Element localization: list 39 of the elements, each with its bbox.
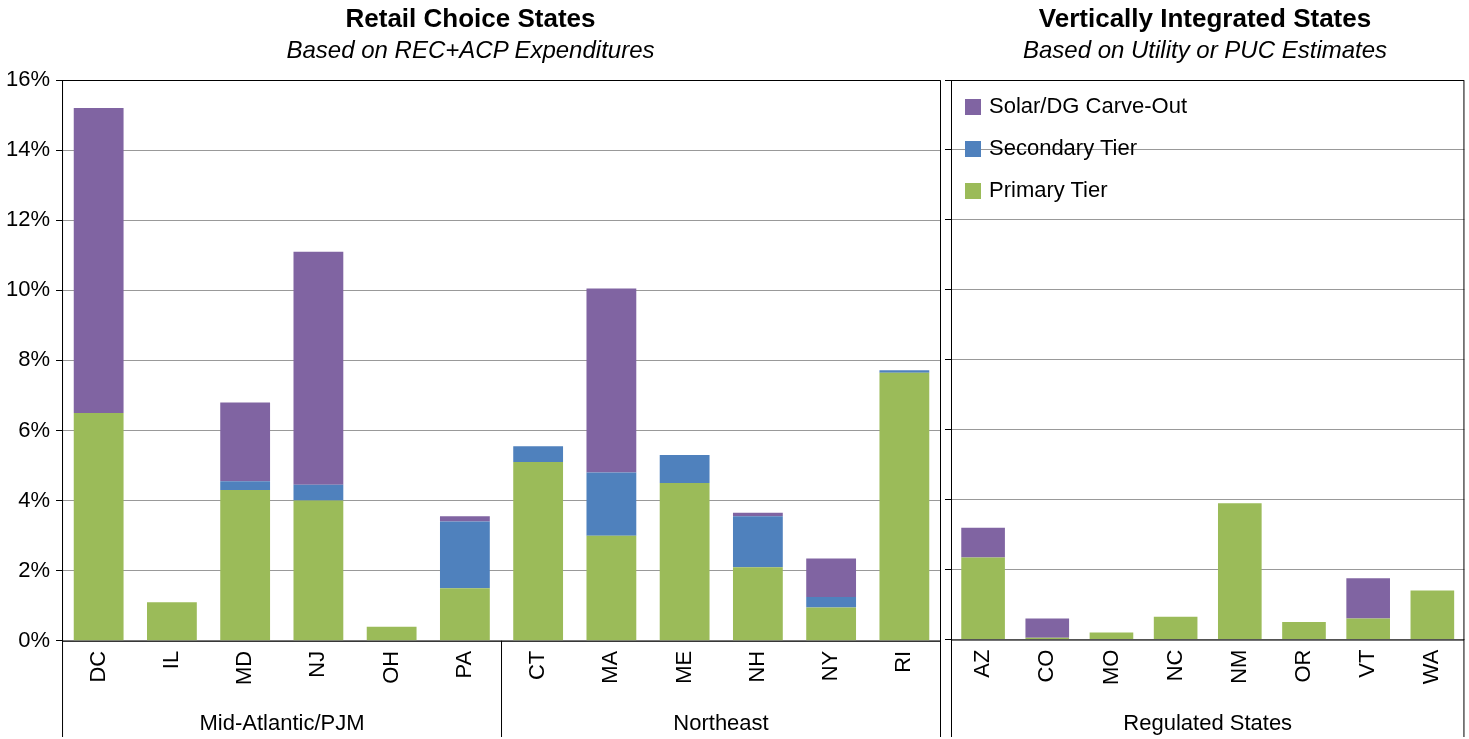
y-tick-label: 12%	[5, 206, 51, 232]
y-tick-label: 4%	[18, 486, 51, 512]
x-tick-label: OH	[377, 650, 403, 684]
x-tick-label: NH	[743, 650, 769, 683]
x-tick-label: CO	[1033, 649, 1059, 683]
y-tick-label: 14%	[5, 136, 51, 162]
x-tick-label: PA	[450, 650, 476, 679]
y-tick-label: 10%	[5, 276, 51, 302]
x-tick-label: RI	[890, 650, 916, 673]
x-tick-label: WA	[1418, 649, 1444, 685]
x-tick-label: OR	[1290, 649, 1316, 683]
y-tick-label: 2%	[18, 556, 51, 582]
x-tick-label: IL	[157, 650, 183, 670]
x-tick-label: MA	[597, 650, 623, 684]
chart-subtitle: Based on REC+ACP Expenditures	[286, 36, 655, 64]
text: Regulated States	[1123, 710, 1293, 736]
x-tick-label: CT	[524, 650, 550, 681]
y-tick-label: 8%	[18, 346, 51, 372]
x-tick-label: NC	[1161, 649, 1187, 682]
chart-title: Vertically Integrated States	[1038, 2, 1372, 33]
y-tick-label: 0%	[18, 626, 51, 652]
y-tick-label: 16%	[5, 66, 51, 92]
x-tick-label: AZ	[969, 649, 995, 678]
x-tick-label: ME	[670, 650, 696, 684]
x-tick-label: NY	[817, 650, 843, 682]
x-tick-label: MO	[1097, 649, 1123, 686]
x-tick-label: VT	[1354, 649, 1380, 678]
legend-label: Secondary Tier	[989, 135, 1137, 161]
x-tick-label: NJ	[304, 650, 330, 678]
chart-subtitle: Based on Utility or PUC Estimates	[1022, 36, 1388, 64]
x-tick-label: DC	[84, 650, 110, 683]
legend-label: Primary Tier	[989, 177, 1108, 203]
x-tick-label: NM	[1225, 649, 1251, 684]
x-tick-label: MD	[231, 650, 257, 685]
text: Northeast	[673, 710, 769, 736]
chart-title: Retail Choice States	[345, 2, 596, 33]
text: Mid-Atlantic/PJM	[199, 710, 365, 736]
legend-label: Solar/DG Carve-Out	[989, 93, 1188, 119]
y-tick-label: 6%	[18, 416, 51, 442]
